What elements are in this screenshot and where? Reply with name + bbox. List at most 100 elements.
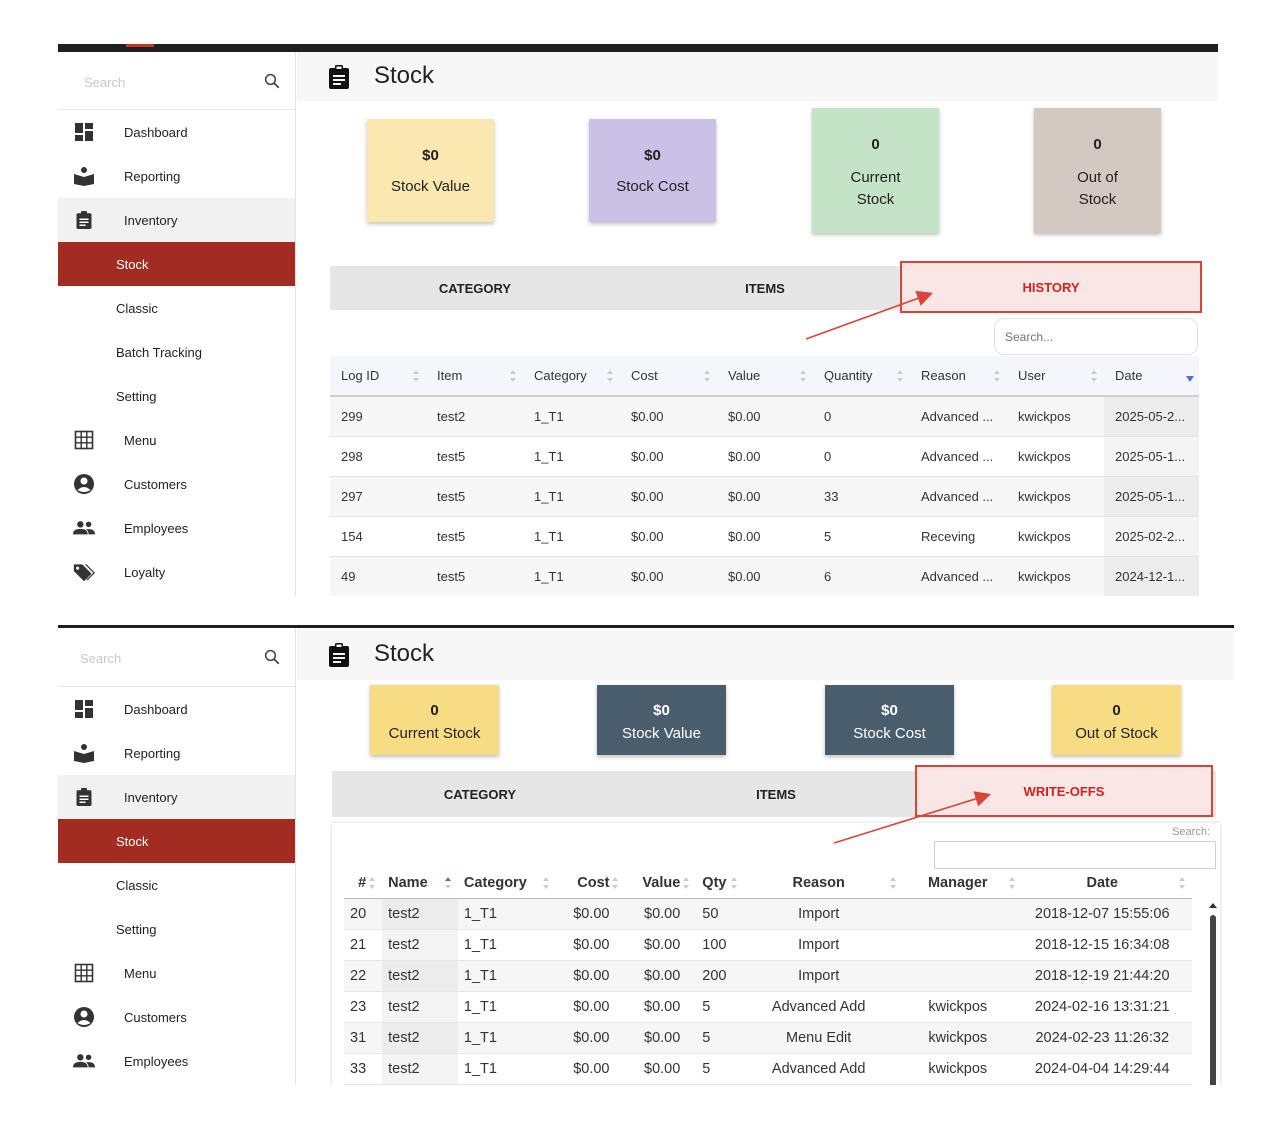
table-cell: $0.00 — [573, 1029, 610, 1046]
sidebar-item-stock[interactable]: Stock — [58, 242, 295, 286]
app-top-bar — [58, 44, 1218, 52]
sidebar-item-setting[interactable]: Setting — [58, 374, 295, 418]
column-header-reason[interactable]: Reason — [744, 868, 903, 898]
table-row[interactable]: 298 test5 1_T1 $0.00 $0.00 0 Advanced ... kwick… — [330, 436, 1199, 476]
stock-value-card: $0 Stock Value — [597, 685, 726, 755]
sidebar-item-inventory[interactable]: Inventory — [58, 198, 295, 242]
sort-icon[interactable] — [612, 876, 619, 889]
sort-icon[interactable] — [369, 876, 376, 889]
table-row[interactable]: 21 test2 1_T1 $0.00 $0.00 100 Import 2018-12-15… — [344, 929, 1192, 960]
table-cell: kwickpos — [928, 1029, 988, 1046]
table-row[interactable]: 33 test2 1_T1 $0.00 $0.00 5 Advanced Add kwickp… — [344, 1053, 1192, 1084]
scrollbar-thumb[interactable] — [1210, 915, 1216, 1085]
sidebar-search-input[interactable] — [84, 70, 254, 94]
search-icon[interactable] — [263, 72, 281, 90]
sidebar: Dashboard Reporting Inventory Stock Classic B… — [58, 52, 296, 596]
column-header-category[interactable]: Category — [523, 356, 620, 396]
sort-icon[interactable] — [510, 369, 517, 382]
sidebar-item-label: Setting — [116, 921, 157, 937]
column-header-value[interactable]: Value — [625, 868, 696, 898]
table-row[interactable]: 20 test2 1_T1 $0.00 $0.00 50 Import 2018-12-07 … — [344, 898, 1192, 929]
table-row[interactable]: 31 test2 1_T1 $0.00 $0.00 5 Menu Edit kwickpos 2… — [344, 1022, 1192, 1053]
sort-icon[interactable] — [800, 369, 807, 382]
grid-icon — [73, 962, 95, 984]
sort-icon[interactable] — [890, 876, 897, 889]
sidebar-item-inventory[interactable]: Inventory — [58, 775, 295, 819]
table-cell: 5 — [702, 998, 711, 1015]
table-row[interactable]: 22 test2 1_T1 $0.00 $0.00 200 Import 2018-12-19… — [344, 960, 1192, 991]
sidebar-item-employees[interactable]: Employees — [58, 506, 295, 550]
sort-icon[interactable] — [704, 369, 711, 382]
sidebar-item-setting[interactable]: Setting — [58, 907, 295, 951]
scroll-up-arrow[interactable] — [1209, 903, 1217, 908]
column-header-qty[interactable]: Qty — [696, 868, 744, 898]
sidebar-item-employees[interactable]: Employees — [58, 1039, 295, 1083]
column-header-item[interactable]: Item — [426, 356, 523, 396]
column-header-log-id[interactable]: Log ID — [330, 356, 426, 396]
sort-icon[interactable] — [607, 369, 614, 382]
search-icon[interactable] — [263, 648, 281, 666]
column-header-value[interactable]: Value — [717, 356, 813, 396]
sidebar-item-reporting[interactable]: Reporting — [58, 154, 295, 198]
sidebar-item-dashboard[interactable]: Dashboard — [58, 687, 295, 731]
tab-category[interactable]: CATEGORY — [438, 280, 512, 296]
sort-icon[interactable] — [994, 369, 1001, 382]
sidebar-item-customers[interactable]: Customers — [58, 462, 295, 506]
table-cell: 2025-05-2... — [1104, 396, 1199, 436]
sidebar-item-menu[interactable]: Menu — [58, 418, 295, 462]
column-header-date[interactable]: Date — [1022, 868, 1192, 898]
sidebar-item-classic[interactable]: Classic — [58, 286, 295, 330]
table-cell: 1_T1 — [463, 905, 497, 922]
sort-icon[interactable] — [444, 876, 452, 889]
sidebar-item-stock[interactable]: Stock — [58, 819, 295, 863]
table-scrollbar[interactable] — [1206, 903, 1220, 1085]
table-row[interactable]: 299 test2 1_T1 $0.00 $0.00 0 Advanced ... kwick… — [330, 396, 1199, 436]
table-cell — [903, 898, 1022, 929]
column-header-quantity[interactable]: Quantity — [813, 356, 910, 396]
sort-icon[interactable] — [413, 369, 420, 382]
card-value: $0 — [881, 702, 898, 719]
table-cell: test2 — [382, 991, 458, 1022]
sidebar-item-batch-tracking[interactable]: Batch Tracking — [58, 330, 295, 374]
card-value: 0 — [1112, 702, 1121, 719]
sort-icon[interactable] — [683, 876, 690, 889]
column-header-name[interactable]: Name — [382, 868, 458, 898]
table-row[interactable]: 49 test5 1_T1 $0.00 $0.00 6 Advanced ... kwickp… — [330, 556, 1199, 596]
column-header-user[interactable]: User — [1007, 356, 1104, 396]
tab-history[interactable]: HISTORY — [900, 261, 1202, 313]
table-row[interactable]: 23 test2 1_T1 $0.00 $0.00 5 Advanced Add kwickp… — [344, 991, 1192, 1022]
sort-icon[interactable] — [731, 876, 738, 889]
sort-icon[interactable] — [897, 369, 904, 382]
column-header-label: Log ID — [341, 368, 380, 383]
sidebar-search-input[interactable] — [80, 646, 250, 670]
tab-items[interactable]: ITEMS — [745, 280, 785, 296]
sidebar-item-loyalty[interactable]: Loyalty — [58, 550, 295, 594]
sort-icon[interactable] — [1179, 876, 1186, 889]
sort-icon[interactable] — [542, 876, 550, 889]
sidebar-item-reporting[interactable]: Reporting — [58, 731, 295, 775]
column-header-category[interactable]: Category — [458, 868, 556, 898]
sidebar-item-classic[interactable]: Classic — [58, 863, 295, 907]
table-row[interactable]: 297 test5 1_T1 $0.00 $0.00 33 Advanced ... kwic… — [330, 476, 1199, 516]
history-search-input[interactable] — [994, 318, 1198, 355]
sort-icon[interactable] — [1186, 370, 1194, 382]
tab-items[interactable]: ITEMS — [756, 786, 796, 802]
sort-icon[interactable] — [1009, 876, 1016, 889]
sidebar-item-menu[interactable]: Menu — [58, 951, 295, 995]
column-header-number[interactable]: # — [344, 868, 382, 898]
column-header-cost[interactable]: Cost — [620, 356, 717, 396]
sidebar-item-customers[interactable]: Customers — [58, 995, 295, 1039]
table-cell: test5 — [437, 448, 466, 464]
write-offs-search-input[interactable] — [934, 841, 1216, 869]
column-header-cost[interactable]: Cost — [556, 868, 626, 898]
column-header-manager[interactable]: Manager — [903, 868, 1022, 898]
column-header-reason[interactable]: Reason — [910, 356, 1007, 396]
search-label: Search: — [1172, 826, 1210, 838]
tab-write-offs[interactable]: WRITE-OFFS — [915, 765, 1213, 817]
table-row[interactable]: 154 test5 1_T1 $0.00 $0.00 5 Receving kwickpos 2… — [330, 516, 1199, 556]
sort-icon[interactable] — [1091, 369, 1098, 382]
column-header-date[interactable]: Date — [1104, 356, 1199, 396]
sidebar-item-dashboard[interactable]: Dashboard — [58, 110, 295, 154]
table-cell: $0.00 — [728, 568, 761, 584]
tab-category[interactable]: CATEGORY — [443, 786, 517, 802]
